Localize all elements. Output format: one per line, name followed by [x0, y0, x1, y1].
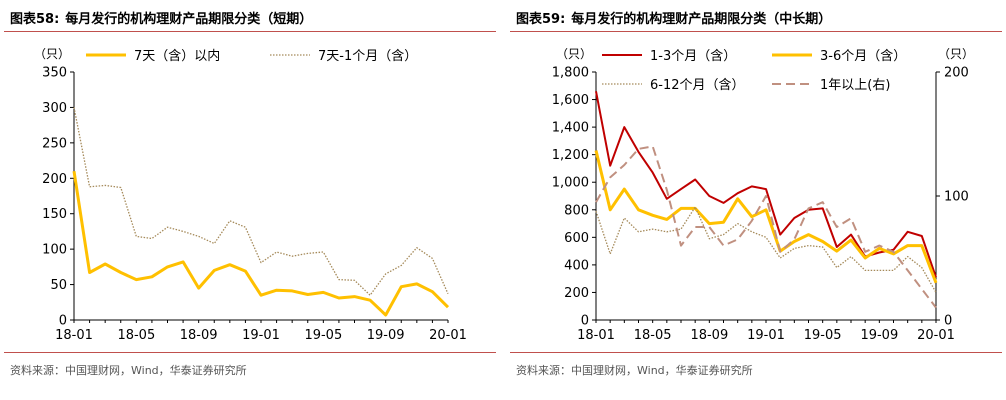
figure-label: 图表58:	[10, 12, 60, 27]
x-tick-label: 18-05	[634, 328, 672, 343]
series-line-3	[595, 145, 937, 309]
source-rule	[4, 352, 496, 353]
y-tick-label: 0	[581, 314, 589, 329]
x-tick-label: 18-05	[117, 328, 155, 343]
series-line-1	[73, 107, 449, 296]
y-tick-label: 250	[42, 136, 67, 151]
x-tick-label: 18-01	[577, 328, 615, 343]
x-tick-label: 20-01	[917, 328, 955, 343]
y-tick-label: 150	[42, 207, 67, 222]
figure-title-text: 每月发行的机构理财产品期限分类（短期）	[65, 12, 313, 27]
source-rule	[510, 352, 1002, 353]
figure-title-text: 每月发行的机构理财产品期限分类（中长期）	[571, 12, 832, 27]
series-line-2	[595, 206, 937, 293]
x-tick-label: 19-09	[367, 328, 405, 343]
y-tick-label: 50	[50, 278, 67, 293]
x-tick-label: 19-01	[242, 328, 280, 343]
y-tick-label: 350	[42, 66, 67, 81]
mid-long-term-chart: 02004006008001,0001,2001,4001,6001,80001…	[552, 47, 974, 343]
y-tick-label: 600	[564, 231, 589, 246]
x-tick-label: 19-05	[304, 328, 342, 343]
y-tick-label: 1,200	[552, 148, 589, 163]
source-note: 资料来源：中国理财网，Wind，华泰证券研究所	[516, 364, 753, 377]
legend-label-2: 6-12个月（含）	[650, 77, 745, 93]
x-tick-label: 19-05	[804, 328, 842, 343]
y-unit-left: （只）	[556, 47, 592, 61]
y-tick-label: 800	[564, 203, 589, 218]
chart-panel-short-term: 图表58: 每月发行的机构理财产品期限分类（短期） 0 50 100 150 200 250…	[4, 0, 496, 400]
series-line-0	[72, 170, 450, 317]
y-unit-left: （只）	[34, 47, 70, 61]
legend-label-1: 7天-1个月（含）	[318, 48, 417, 64]
source-note: 资料来源：中国理财网，Wind，华泰证券研究所	[10, 364, 247, 377]
legend-label-3: 1年以上(右)	[820, 78, 890, 93]
legend-label-0: 1-3个月（含）	[650, 48, 736, 64]
y-tick-label: 300	[42, 101, 67, 116]
y-tick-label: 1,800	[552, 66, 589, 81]
x-tick-label: 18-09	[690, 328, 728, 343]
y-tick-label-right: 200	[944, 66, 969, 81]
y-tick-label: 1,400	[552, 121, 589, 136]
short-term-chart: 0 50 100 150 200 250 300 350 18-01 18-05 18-09 19-0…	[34, 47, 467, 343]
legend-label-1: 3-6个月（含）	[820, 48, 906, 64]
figure-title: 图表59: 每月发行的机构理财产品期限分类（中长期）	[516, 8, 831, 27]
x-tick-label: 18-01	[55, 328, 93, 343]
series-line-1	[594, 150, 938, 284]
title-rule	[510, 31, 1002, 32]
y-tick-label: 0	[59, 314, 67, 329]
x-tick-label: 19-01	[747, 328, 785, 343]
y-unit-right: （只）	[938, 47, 974, 61]
y-tick-label: 400	[564, 258, 589, 273]
x-tick-label: 20-01	[429, 328, 467, 343]
y-tick-label: 200	[42, 172, 67, 187]
y-tick-label-right: 100	[944, 190, 969, 205]
x-tick-label: 18-09	[180, 328, 218, 343]
y-tick-label-right: 0	[944, 314, 952, 329]
legend-label-0: 7天（含）以内	[134, 48, 220, 64]
y-tick-label: 200	[564, 286, 589, 301]
figure-label: 图表59:	[516, 12, 566, 27]
title-rule	[4, 31, 496, 32]
chart-panel-mid-long-term: 图表59: 每月发行的机构理财产品期限分类（中长期） 0 200 400 600 800 1…	[510, 0, 1002, 400]
y-tick-label: 1,600	[552, 93, 589, 108]
figure-title: 图表58: 每月发行的机构理财产品期限分类（短期）	[10, 8, 312, 27]
y-tick-label: 100	[42, 243, 67, 258]
y-tick-label: 1,000	[552, 176, 589, 191]
x-tick-label: 19-09	[860, 328, 898, 343]
series-line-0	[595, 91, 937, 278]
